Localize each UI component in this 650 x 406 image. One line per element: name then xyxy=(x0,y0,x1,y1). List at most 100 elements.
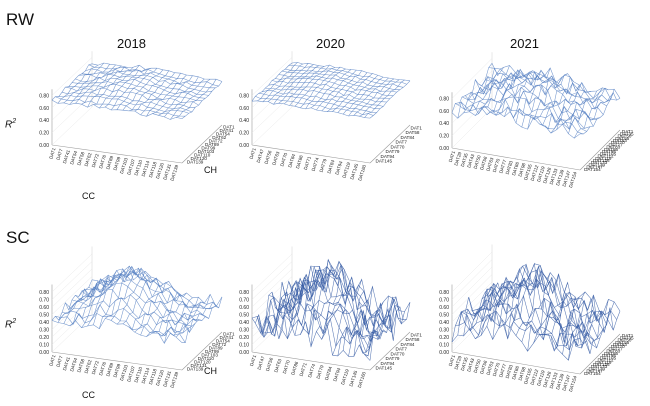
z-gridline xyxy=(51,268,93,308)
cc-tick-label: DAT112 xyxy=(530,368,540,385)
cc-tick-label: DAT50 xyxy=(473,358,482,373)
surface-mesh-line xyxy=(68,282,199,326)
ch-tick-label: DAT119 xyxy=(595,156,612,161)
surface-mesh-line xyxy=(65,288,196,333)
surface-mesh-line xyxy=(316,69,357,111)
z-tick-label: 0.40 xyxy=(239,118,249,124)
z-tick-label: 0.20 xyxy=(39,131,49,137)
ch-tick-label: DAT1 xyxy=(622,129,634,134)
cc-tick-label: DAT41 xyxy=(62,356,71,371)
surface-mesh-line xyxy=(291,269,411,312)
surface-mesh-line xyxy=(271,80,391,99)
cc-tick-label: DAT131 xyxy=(162,163,172,181)
ch-tick-label: DAT103 xyxy=(198,149,215,154)
cc-tick-label: DAT1 xyxy=(48,147,56,160)
surface-mesh-line xyxy=(255,96,374,116)
surface-mesh-line xyxy=(55,96,186,117)
ch-tick-label: DAT83 xyxy=(606,349,620,354)
ch-tick-label: DAT79 xyxy=(386,149,400,154)
ch-tick-label: DAT126 xyxy=(593,158,610,163)
r2-label-sc: R2 xyxy=(5,318,16,330)
cc-tick-label: DAT79 xyxy=(319,158,328,173)
surface-mesh-line xyxy=(91,62,223,82)
cc-tick-label: DAT63 xyxy=(271,151,280,166)
cc-tick-label: DAT119 xyxy=(536,165,546,182)
surface-mesh-line xyxy=(465,88,594,127)
z-tick-label: 0.80 xyxy=(39,93,49,99)
z-tick-label: 0.00 xyxy=(239,143,249,149)
cc-tick-label: DAT98 xyxy=(518,366,527,381)
z-gridline xyxy=(251,306,293,345)
z-tick-label: 0.60 xyxy=(239,106,249,112)
z-gridline xyxy=(451,259,493,300)
ch-axis-label-sc: CH xyxy=(204,366,217,376)
ch-tick-label: DAT58 xyxy=(406,337,420,342)
surface-mesh-line xyxy=(291,62,411,82)
z-gridline xyxy=(51,94,93,133)
ch-tick-label: DAT110 xyxy=(194,152,211,157)
z-gridline xyxy=(451,58,493,99)
z-tick-label: 0.60 xyxy=(239,305,249,311)
cc-tick-label: DAT119 xyxy=(536,369,546,386)
z-gridline xyxy=(251,82,293,121)
ch-tick-label: DAT139 xyxy=(187,159,204,164)
cc-tick-label: DAT43 xyxy=(466,153,475,168)
ch-tick-label: DAT131 xyxy=(190,363,207,368)
ch-tick-label: DAT1 xyxy=(622,333,634,338)
surface-mesh-line xyxy=(278,74,397,93)
cc-tick-label: DAT139 xyxy=(169,164,179,182)
cc-tick-label: DAT110 xyxy=(133,366,143,383)
cc-tick-label: DAT126 xyxy=(542,370,552,388)
surface-mesh-line xyxy=(75,268,206,321)
cc-tick-label: DAT154 xyxy=(568,171,578,189)
cc-tick-label: DAT145 xyxy=(348,369,358,387)
ch-tick-label: DAT84 xyxy=(401,135,415,140)
ch-tick-label: DAT98 xyxy=(602,353,616,358)
cc-tick-label: DAT41 xyxy=(62,149,71,164)
cc-tick-label: DAT139 xyxy=(555,373,565,391)
cc-tick-label: DAT71 xyxy=(299,362,308,377)
surface-mesh-line xyxy=(265,87,384,107)
ch-tick-label: DAT94 xyxy=(381,154,395,159)
z-tick-label: 0.80 xyxy=(39,290,49,296)
z-tick-label: 0.80 xyxy=(439,290,449,296)
surface-mesh-line xyxy=(85,267,216,310)
ch-axis-line xyxy=(181,124,223,164)
cc-tick-label: DAT50 xyxy=(473,154,482,169)
surface-mesh-line xyxy=(468,83,597,121)
z-tick-label: 0.80 xyxy=(239,290,249,296)
surface-mesh-line xyxy=(88,270,219,309)
cc-tick-label: DAT118 xyxy=(148,161,158,178)
z-tick-label: 0.30 xyxy=(39,328,49,334)
ch-tick-label: DAT105 xyxy=(600,355,617,360)
ch-tick-label: DAT94 xyxy=(381,361,395,366)
cc-tick-label: DAT74 xyxy=(311,157,320,172)
cc-tick-label: DAT56 xyxy=(479,359,488,374)
ch-tick-label: DAT147 xyxy=(586,369,603,374)
z-tick-label: 0.30 xyxy=(439,328,449,334)
surface-mesh-line xyxy=(85,68,216,89)
surface-mesh-line xyxy=(468,283,597,349)
cc-axis-line xyxy=(51,351,183,371)
surface-mesh-line xyxy=(63,278,105,324)
ch-tick-label: DAT35 xyxy=(620,335,634,340)
surface-mesh-line xyxy=(475,76,604,115)
ch-tick-label: DAT103 xyxy=(201,352,218,357)
z-gridline xyxy=(51,276,93,315)
z-gridline xyxy=(51,313,93,353)
surface-mesh-line xyxy=(258,93,377,113)
cc-tick-label: DAT114 xyxy=(141,160,151,177)
ch-tick-label: DAT70 xyxy=(611,344,625,349)
z-gridline xyxy=(51,57,93,96)
ch-tick-label: DAT50 xyxy=(617,338,631,343)
cc-tick-label: DAT74 xyxy=(307,363,316,378)
cc-tick-label: DAT47 xyxy=(257,355,266,370)
surface-mesh-line xyxy=(55,312,186,343)
surface-mesh-line xyxy=(485,68,614,102)
cc-tick-label: DAT54 xyxy=(69,357,78,372)
cc-tick-label: DAT112 xyxy=(530,164,540,181)
surface-mesh-line xyxy=(478,74,607,110)
ch-tick-label: DAT62 xyxy=(212,135,226,140)
surface-mesh-line xyxy=(251,100,371,119)
